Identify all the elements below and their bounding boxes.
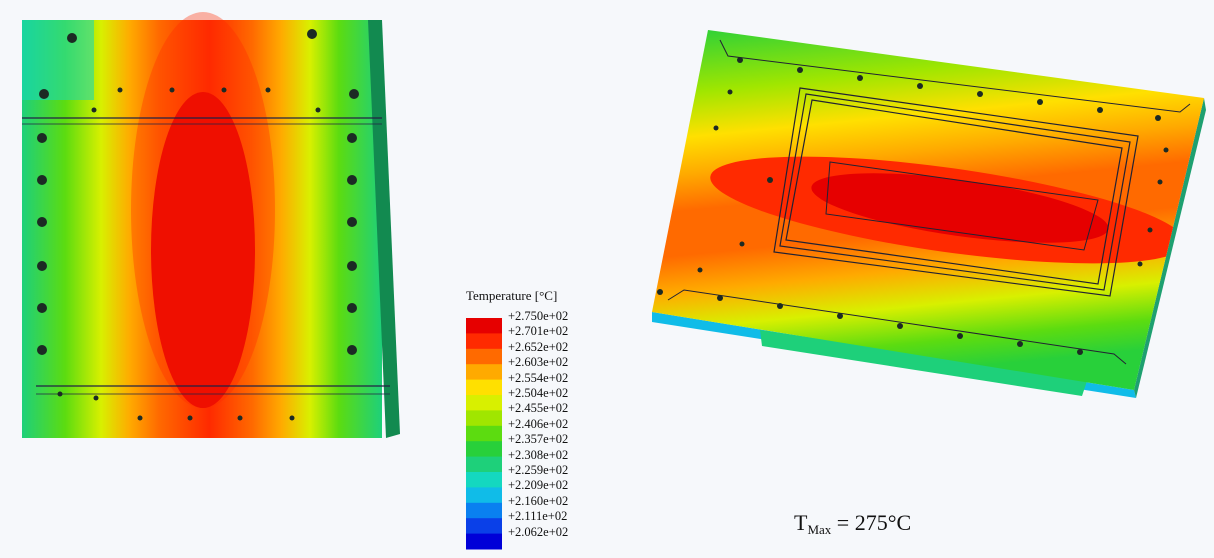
right-groove-outer <box>785 99 1123 285</box>
legend-swatch <box>466 364 502 381</box>
legend-swatch <box>466 487 502 504</box>
right-plate-side-edge <box>1134 98 1206 398</box>
left-plate-side <box>368 20 400 438</box>
legend-label: +2.701e+02 <box>508 324 569 339</box>
legend-swatch <box>466 333 502 350</box>
legend-label: +2.406e+02 <box>508 416 569 431</box>
legend-title: Temperature [°C] <box>466 288 558 303</box>
legend-label: +2.308e+02 <box>508 447 569 462</box>
right-bolt-holes <box>657 57 1169 355</box>
legend-label: +2.455e+02 <box>508 401 569 416</box>
legend-swatch <box>466 379 502 396</box>
tmax-symbol: T <box>794 510 808 535</box>
legend-swatch <box>466 441 502 458</box>
legend-color-bar <box>466 318 502 550</box>
tmax-subscript: Max <box>807 522 832 537</box>
right-hot-zones <box>710 156 1186 264</box>
right-groove-mid <box>779 93 1131 291</box>
left-plate <box>22 12 400 438</box>
legend-swatch <box>466 425 502 442</box>
legend-label: +2.652e+02 <box>508 339 569 354</box>
legend-swatch <box>466 318 502 334</box>
legend-label: +2.554e+02 <box>508 370 569 385</box>
legend-swatch <box>466 533 502 550</box>
right-top-rim <box>719 39 1191 113</box>
legend-swatch <box>466 456 502 473</box>
left-hot-zone <box>151 92 255 408</box>
legend-label: +2.160e+02 <box>508 493 569 508</box>
tmax-value: = 275°C <box>831 510 912 535</box>
right-hot-core <box>811 173 1109 243</box>
legend-label: +2.209e+02 <box>508 478 569 493</box>
legend-swatch <box>466 472 502 488</box>
left-hot-halo <box>131 12 275 408</box>
legend-label: +2.259e+02 <box>508 463 569 477</box>
legend-swatch <box>466 348 502 365</box>
left-bolt-holes <box>37 29 359 421</box>
right-pocket-outline <box>825 161 1099 251</box>
legend-label: +2.504e+02 <box>508 386 569 400</box>
legend-label: +2.357e+02 <box>508 432 569 447</box>
right-plate-underside-block <box>760 330 1088 396</box>
legend-label: +2.750e+02 <box>508 309 569 323</box>
legend-swatch <box>466 410 502 427</box>
right-plate <box>652 30 1206 398</box>
legend-label: +2.111e+02 <box>508 509 568 524</box>
left-plate-cool-corner <box>22 20 94 100</box>
right-groove-inner <box>773 87 1139 297</box>
legend-swatch <box>466 395 502 411</box>
right-bottom-rim <box>667 289 1127 365</box>
legend-swatch <box>466 518 502 535</box>
legend-swatch <box>466 502 502 519</box>
max-temperature-annotation: TMax = 275°C <box>794 510 911 538</box>
legend-label: +2.062e+02 <box>508 524 569 539</box>
legend-label: +2.603e+02 <box>508 355 569 370</box>
